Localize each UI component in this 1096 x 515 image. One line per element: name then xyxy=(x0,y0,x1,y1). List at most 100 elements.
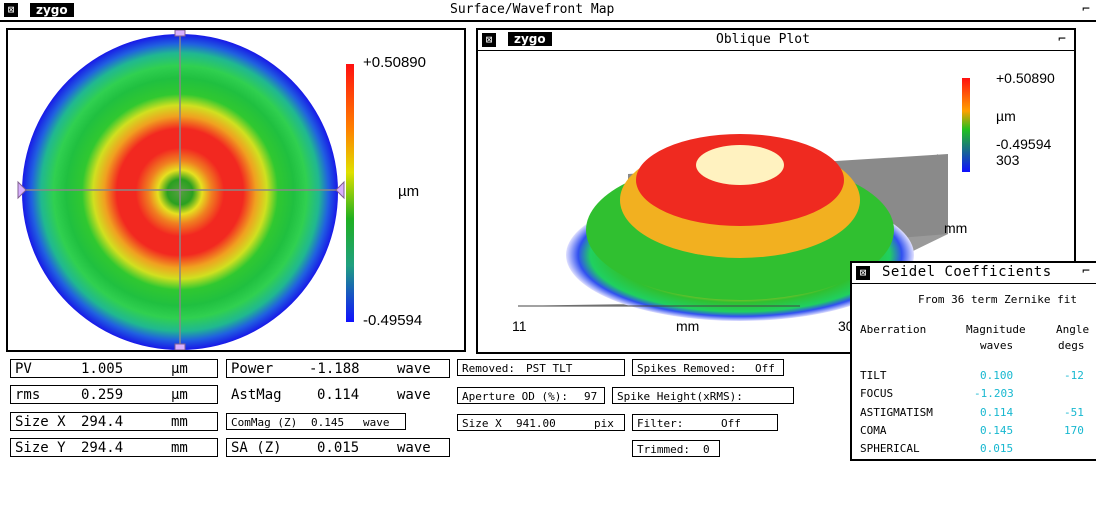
spikes-removed-label: Spikes Removed: xyxy=(637,362,737,375)
seidel-row-magnitude: 0.015 xyxy=(980,442,1014,455)
astmag-field: AstMag 0.114 wave xyxy=(226,385,450,404)
seidel-header-aberration: Aberration xyxy=(860,323,927,336)
power-value: -1.188 xyxy=(309,361,360,377)
seidel-subtitle: From 36 term Zernike fit xyxy=(918,293,1077,306)
crosshair-handle-left[interactable] xyxy=(17,180,27,200)
oblique-title: Oblique Plot xyxy=(716,32,810,47)
sa-label: SA (Z) xyxy=(231,440,282,456)
sizex-field: Size X 294.4 mm xyxy=(10,412,218,431)
commag-label: ComMag (Z) xyxy=(231,416,298,429)
oblique-colorbar-min: -0.49594 xyxy=(996,136,1052,152)
size-x-pix-field: Size X 941.00 pix xyxy=(457,414,625,431)
seidel-row-angle: 170 xyxy=(1064,424,1084,437)
aperture-label: Aperture OD (%): xyxy=(462,390,568,403)
seidel-row-name: ASTIGMATISM xyxy=(860,406,933,419)
oblique-plot-svg xyxy=(518,78,970,321)
main-title-bar: ⊠ zygo Surface/Wavefront Map ⌐ xyxy=(0,0,1096,22)
oblique-colorbar-max: +0.50890 xyxy=(996,70,1055,86)
surface-colorbar xyxy=(346,64,354,322)
oblique-colorbar xyxy=(962,78,970,172)
sizey-label: Size Y xyxy=(15,440,66,456)
seidel-row-name: TILT xyxy=(860,369,887,382)
oblique-axis-tick-left: 11 xyxy=(512,318,527,334)
sa-field: SA (Z) 0.015 wave xyxy=(226,438,450,457)
astmag-label: AstMag xyxy=(231,387,282,403)
oblique-colorbar-unit: µm xyxy=(996,108,1016,124)
rms-field: rms 0.259 µm xyxy=(10,385,218,404)
spikes-removed-value: Off xyxy=(755,362,775,375)
oblique-zygo-logo: zygo xyxy=(508,32,552,46)
window-corner-icon[interactable]: ⌐ xyxy=(1082,2,1090,17)
seidel-row-magnitude: 0.100 xyxy=(980,369,1014,382)
pv-value: 1.005 xyxy=(81,361,124,377)
power-unit: wave xyxy=(397,361,431,377)
power-field: Power -1.188 wave xyxy=(226,359,450,378)
rms-value: 0.259 xyxy=(81,387,124,403)
seidel-row-magnitude: -1.203 xyxy=(974,387,1014,400)
sa-value: 0.015 xyxy=(317,440,360,456)
seidel-title: Seidel Coefficients xyxy=(882,264,1052,280)
oblique-axis-tick-right: 30 xyxy=(838,318,854,334)
crosshair-handle-right[interactable] xyxy=(335,180,345,200)
seidel-title-bar: ⊠ Seidel Coefficients ⌐ xyxy=(852,263,1096,284)
seidel-header-angle-unit: degs xyxy=(1058,339,1085,352)
size-x-pix-value: 941.00 xyxy=(516,417,556,430)
oblique-system-menu-icon[interactable]: ⊠ xyxy=(482,33,496,47)
rms-label: rms xyxy=(15,387,41,403)
zygo-logo: zygo xyxy=(30,3,74,17)
pv-unit: µm xyxy=(171,361,188,377)
surface-map-svg xyxy=(17,29,354,351)
filter-field: Filter: Off xyxy=(632,414,778,431)
seidel-row-magnitude: 0.114 xyxy=(980,406,1014,419)
filter-value: Off xyxy=(721,417,741,430)
sizey-unit: mm xyxy=(171,440,188,456)
seidel-header-magnitude: Magnitude xyxy=(966,323,1026,336)
aperture-value: 97 xyxy=(584,390,598,403)
seidel-corner-icon[interactable]: ⌐ xyxy=(1082,264,1090,279)
colorbar-min-label: -0.49594 xyxy=(363,312,423,329)
size-x-pix-unit: pix xyxy=(594,417,614,430)
colorbar-unit-label: µm xyxy=(398,183,420,200)
size-x-pix-label: Size X xyxy=(462,417,502,430)
trimmed-field: Trimmed: 0 xyxy=(632,440,720,457)
removed-label: Removed: xyxy=(462,362,515,375)
colorbar-max-label: +0.50890 xyxy=(363,54,426,71)
seidel-row-magnitude: 0.145 xyxy=(980,424,1014,437)
sizex-unit: mm xyxy=(171,414,188,430)
seidel-row-angle: -51 xyxy=(1064,406,1084,419)
seidel-coefficients-window: ⊠ Seidel Coefficients ⌐ From 36 term Zer… xyxy=(850,261,1096,461)
power-label: Power xyxy=(231,361,274,377)
oblique-title-bar: ⊠ zygo Oblique Plot ⌐ xyxy=(478,30,1074,51)
commag-value: 0.145 xyxy=(311,416,345,429)
surface-map-panel: +0.50890 µm -0.49594 xyxy=(6,28,466,352)
window-title: Surface/Wavefront Map xyxy=(450,2,615,17)
system-menu-icon[interactable]: ⊠ xyxy=(4,3,18,17)
pv-label: PV xyxy=(15,361,32,377)
seidel-row-name: COMA xyxy=(860,424,887,437)
astmag-unit: wave xyxy=(397,387,431,403)
spike-height-label: Spike Height(xRMS): xyxy=(617,390,743,403)
seidel-header-angle: Angle xyxy=(1056,323,1090,336)
seidel-row-name: FOCUS xyxy=(860,387,894,400)
seidel-header-magnitude-unit: waves xyxy=(980,339,1014,352)
spikes-removed-field: Spikes Removed: Off xyxy=(632,359,784,376)
oblique-axis-unit-right: mm xyxy=(944,220,968,236)
crosshair-handle-bottom[interactable] xyxy=(174,343,186,351)
sizey-field: Size Y 294.4 mm xyxy=(10,438,218,457)
spike-height-field: Spike Height(xRMS): xyxy=(612,387,794,404)
sizey-value: 294.4 xyxy=(81,440,124,456)
sizex-value: 294.4 xyxy=(81,414,124,430)
astmag-value: 0.114 xyxy=(317,387,360,403)
crosshair-handle-top[interactable] xyxy=(174,29,186,37)
oblique-axis-unit-bottom: mm xyxy=(676,318,700,334)
oblique-corner-icon[interactable]: ⌐ xyxy=(1058,32,1066,47)
oblique-plot-panel: ⊠ zygo Oblique Plot ⌐ xyxy=(476,28,1076,354)
commag-field: ComMag (Z) 0.145 wave xyxy=(226,413,406,430)
aperture-field: Aperture OD (%): 97 xyxy=(457,387,605,404)
filter-label: Filter: xyxy=(637,417,684,430)
commag-unit: wave xyxy=(363,416,390,429)
seidel-row-angle: -12 xyxy=(1064,369,1084,382)
sa-unit: wave xyxy=(397,440,431,456)
seidel-system-menu-icon[interactable]: ⊠ xyxy=(856,266,870,280)
removed-field: Removed: PST TLT xyxy=(457,359,625,376)
